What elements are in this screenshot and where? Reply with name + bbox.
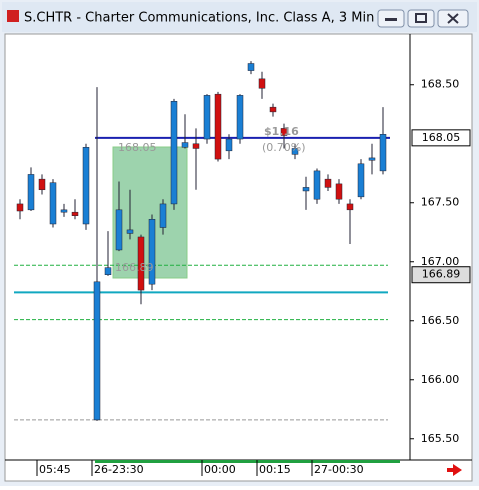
minimize-glyph <box>385 18 397 21</box>
candle-body <box>269 106 277 113</box>
maximize-button[interactable] <box>407 9 435 28</box>
candle-body <box>324 178 332 188</box>
maximize-glyph <box>415 13 427 23</box>
x-tick-label: 00:15 <box>259 463 291 476</box>
candle-body <box>214 93 222 160</box>
session-strip <box>95 460 400 463</box>
price-marker-label: 166.89 <box>422 268 461 281</box>
candle-body <box>126 229 134 234</box>
candle-body <box>27 174 35 211</box>
candle-body <box>335 183 343 200</box>
annotation: (0.70%) <box>262 141 306 154</box>
candle-body <box>93 281 101 421</box>
candle-body <box>192 143 200 149</box>
candle-body <box>60 209 68 213</box>
x-tick-label: 00:00 <box>204 463 236 476</box>
candle-body <box>313 170 321 200</box>
app-icon <box>7 10 19 22</box>
candle-body <box>104 267 112 275</box>
y-tick-label: 167.50 <box>421 196 460 209</box>
annotation: 168.05 <box>118 141 157 154</box>
candle-body <box>159 203 167 228</box>
y-tick-label: 166.50 <box>421 314 460 327</box>
candle-body <box>258 78 266 89</box>
candle-body <box>115 209 123 251</box>
x-tick-label: 27-00:30 <box>314 463 364 476</box>
candle-body <box>181 142 189 148</box>
price-marker-box <box>411 266 471 284</box>
x-tick-label: 05:45 <box>39 463 71 476</box>
candle-body <box>247 63 255 71</box>
close-glyph <box>447 13 459 24</box>
x-tick-label: 26-23:30 <box>94 463 144 476</box>
candle-body <box>379 134 387 172</box>
candle-body <box>357 163 365 198</box>
window-title: S.CHTR - Charter Communications, Inc. Cl… <box>24 11 374 26</box>
candle-body <box>280 128 288 136</box>
candle-body <box>38 178 46 191</box>
annotation: $1.16 <box>264 125 299 138</box>
candle-body <box>346 203 354 211</box>
price-marker-box <box>411 129 471 147</box>
candle-body <box>236 95 244 140</box>
annotation: 166.89 <box>115 261 154 274</box>
candle-body <box>71 211 79 216</box>
candle-body <box>16 203 24 212</box>
scroll-arrow[interactable] <box>447 464 462 476</box>
y-tick-label: 165.50 <box>421 432 460 445</box>
candle-body <box>49 182 57 225</box>
candle-body <box>291 148 299 155</box>
y-tick-label: 168.50 <box>421 78 460 91</box>
candle-body <box>82 147 90 225</box>
candle-body <box>203 95 211 140</box>
y-tick-label: 167.00 <box>421 255 460 268</box>
candle-body <box>302 187 310 192</box>
candle-body <box>368 157 376 161</box>
price-marker-label: 168.05 <box>422 131 461 144</box>
candle-body <box>148 219 156 285</box>
candle-body <box>137 236 145 291</box>
y-tick-label: 166.00 <box>421 373 460 386</box>
candle-body <box>170 101 178 205</box>
candle-body <box>225 138 233 152</box>
